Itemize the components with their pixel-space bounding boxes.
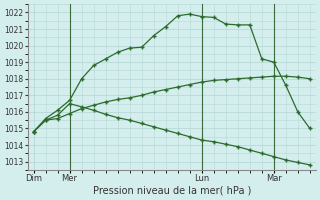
X-axis label: Pression niveau de la mer( hPa ): Pression niveau de la mer( hPa ) xyxy=(92,186,251,196)
